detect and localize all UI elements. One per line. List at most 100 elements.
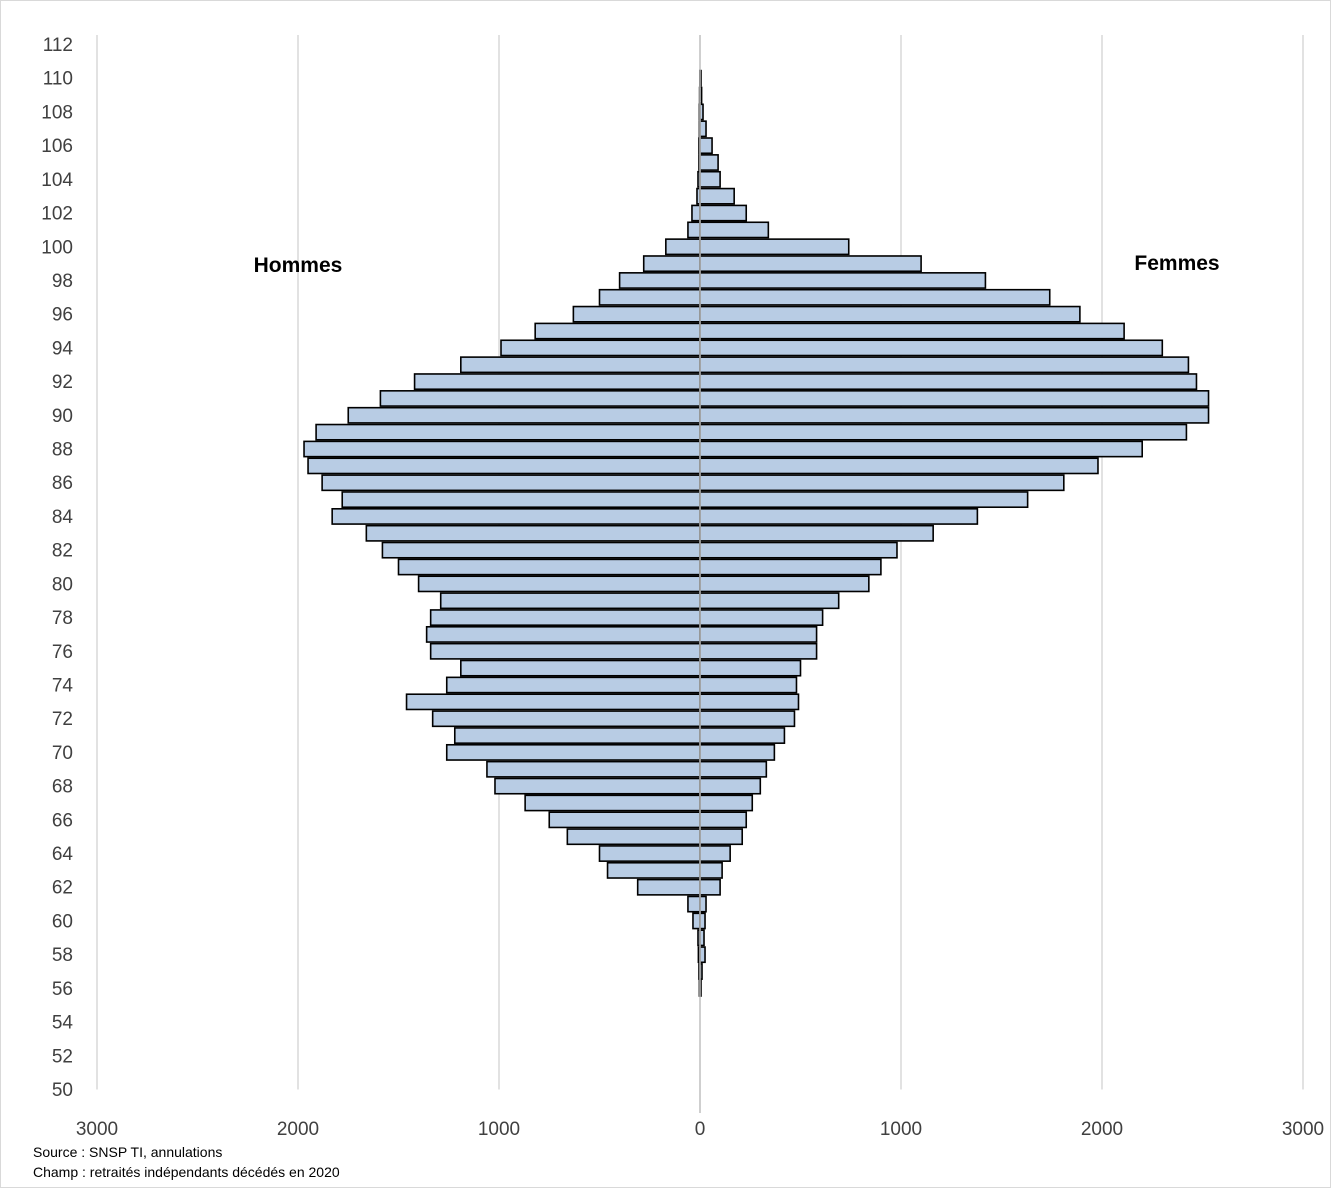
bar-hommes-age-98 — [618, 272, 701, 289]
y-tick-label: 86 — [52, 473, 73, 494]
y-tick-label: 108 — [41, 102, 73, 123]
y-tick-label: 104 — [41, 170, 73, 191]
bar-hommes-age-90 — [347, 406, 701, 424]
bar-hommes-age-79 — [439, 592, 701, 610]
bar-hommes-age-86 — [321, 474, 701, 492]
bar-femmes-age-107 — [699, 120, 707, 138]
y-tick-label: 66 — [52, 810, 73, 831]
x-tick-label: 2000 — [1081, 1119, 1123, 1140]
bar-femmes-age-89 — [699, 423, 1188, 441]
bar-hommes-age-89 — [315, 423, 701, 441]
bar-femmes-age-64 — [699, 845, 731, 862]
y-tick-label: 58 — [52, 945, 73, 966]
bar-femmes-age-58 — [699, 946, 706, 964]
bar-femmes-age-90 — [699, 406, 1210, 424]
bar-femmes-age-75 — [699, 659, 802, 677]
bar-femmes-age-63 — [699, 861, 723, 879]
bar-femmes-age-91 — [699, 390, 1210, 407]
bar-hommes-age-97 — [598, 288, 701, 306]
bar-hommes-age-76 — [429, 642, 701, 660]
bar-hommes-age-83 — [365, 524, 701, 542]
y-tick-label: 50 — [52, 1080, 73, 1101]
y-tick-label: 84 — [52, 507, 74, 528]
bar-femmes-age-103 — [699, 187, 735, 205]
bar-hommes-age-62 — [636, 878, 701, 896]
bar-hommes-age-80 — [417, 575, 701, 593]
bar-hommes-age-94 — [500, 339, 701, 357]
y-tick-label: 74 — [52, 675, 74, 696]
y-tick-label: 100 — [41, 237, 73, 258]
bar-femmes-age-100 — [699, 238, 850, 256]
bar-femmes-age-82 — [699, 541, 898, 559]
bar-femmes-age-104 — [699, 170, 721, 188]
x-tick-label: 1000 — [880, 1119, 922, 1140]
y-tick-label: 78 — [52, 608, 73, 629]
bar-femmes-age-60 — [699, 912, 706, 930]
bar-hommes-age-68 — [494, 777, 701, 795]
bar-hommes-age-70 — [445, 743, 701, 761]
bar-femmes-age-68 — [699, 777, 762, 795]
bar-femmes-age-72 — [699, 710, 796, 728]
bar-femmes-age-74 — [699, 676, 798, 694]
bar-hommes-age-81 — [397, 558, 701, 576]
bar-hommes-age-73 — [405, 693, 701, 711]
bar-femmes-age-76 — [699, 642, 818, 660]
bar-hommes-age-64 — [598, 845, 701, 862]
bar-femmes-age-105 — [699, 154, 719, 171]
bar-hommes-age-92 — [413, 373, 701, 391]
y-tick-label: 96 — [52, 305, 73, 326]
bar-hommes-age-84 — [331, 508, 701, 525]
series-label-hommes: Hommes — [254, 254, 343, 277]
y-tick-label: 56 — [52, 979, 73, 1000]
bar-femmes-age-84 — [699, 508, 979, 525]
bar-hommes-age-65 — [566, 828, 701, 846]
bar-femmes-age-102 — [699, 204, 748, 222]
bar-femmes-age-62 — [699, 878, 721, 896]
bar-femmes-age-71 — [699, 727, 786, 744]
bar-hommes-age-77 — [425, 625, 701, 643]
bar-hommes-age-71 — [453, 727, 701, 744]
y-tick-label: 60 — [52, 911, 73, 932]
bar-hommes-age-91 — [379, 390, 701, 407]
y-tick-label: 76 — [52, 642, 73, 663]
bar-femmes-age-86 — [699, 474, 1065, 492]
bar-hommes-age-99 — [642, 255, 701, 273]
bar-hommes-age-100 — [665, 238, 701, 256]
y-tick-label: 52 — [52, 1046, 73, 1067]
bar-hommes-age-85 — [341, 491, 701, 509]
bar-femmes-age-98 — [699, 272, 987, 289]
bar-femmes-age-79 — [699, 592, 840, 610]
y-tick-label: 62 — [52, 878, 73, 899]
bar-femmes-age-101 — [699, 221, 770, 239]
bar-femmes-age-65 — [699, 828, 744, 846]
bar-hommes-age-82 — [381, 541, 701, 559]
bar-hommes-age-66 — [548, 811, 701, 829]
bar-hommes-age-61 — [687, 895, 701, 913]
series-label-femmes: Femmes — [1134, 252, 1219, 275]
bar-hommes-age-88 — [303, 440, 701, 458]
y-tick-label: 106 — [41, 136, 73, 157]
bar-hommes-age-95 — [534, 322, 701, 340]
bar-femmes-age-67 — [699, 794, 754, 812]
bar-femmes-age-85 — [699, 491, 1029, 509]
y-tick-label: 54 — [52, 1013, 74, 1034]
bar-femmes-age-93 — [699, 356, 1190, 374]
y-tick-label: 82 — [52, 541, 73, 562]
x-tick-label: 0 — [695, 1119, 706, 1140]
bar-femmes-age-66 — [699, 811, 748, 829]
bars — [303, 69, 1210, 997]
x-tick-label: 1000 — [478, 1119, 520, 1140]
y-tick-label: 94 — [52, 338, 74, 359]
bar-femmes-age-81 — [699, 558, 882, 576]
bar-femmes-age-95 — [699, 322, 1125, 340]
y-tick-label: 88 — [52, 440, 73, 461]
y-tick-label: 98 — [52, 271, 73, 292]
y-tick-label: 110 — [43, 69, 73, 90]
bar-femmes-age-83 — [699, 524, 934, 542]
bar-femmes-age-92 — [699, 373, 1198, 391]
y-tick-label: 68 — [52, 777, 73, 798]
x-tick-label: 3000 — [1282, 1119, 1324, 1140]
bar-hommes-age-63 — [606, 861, 701, 879]
